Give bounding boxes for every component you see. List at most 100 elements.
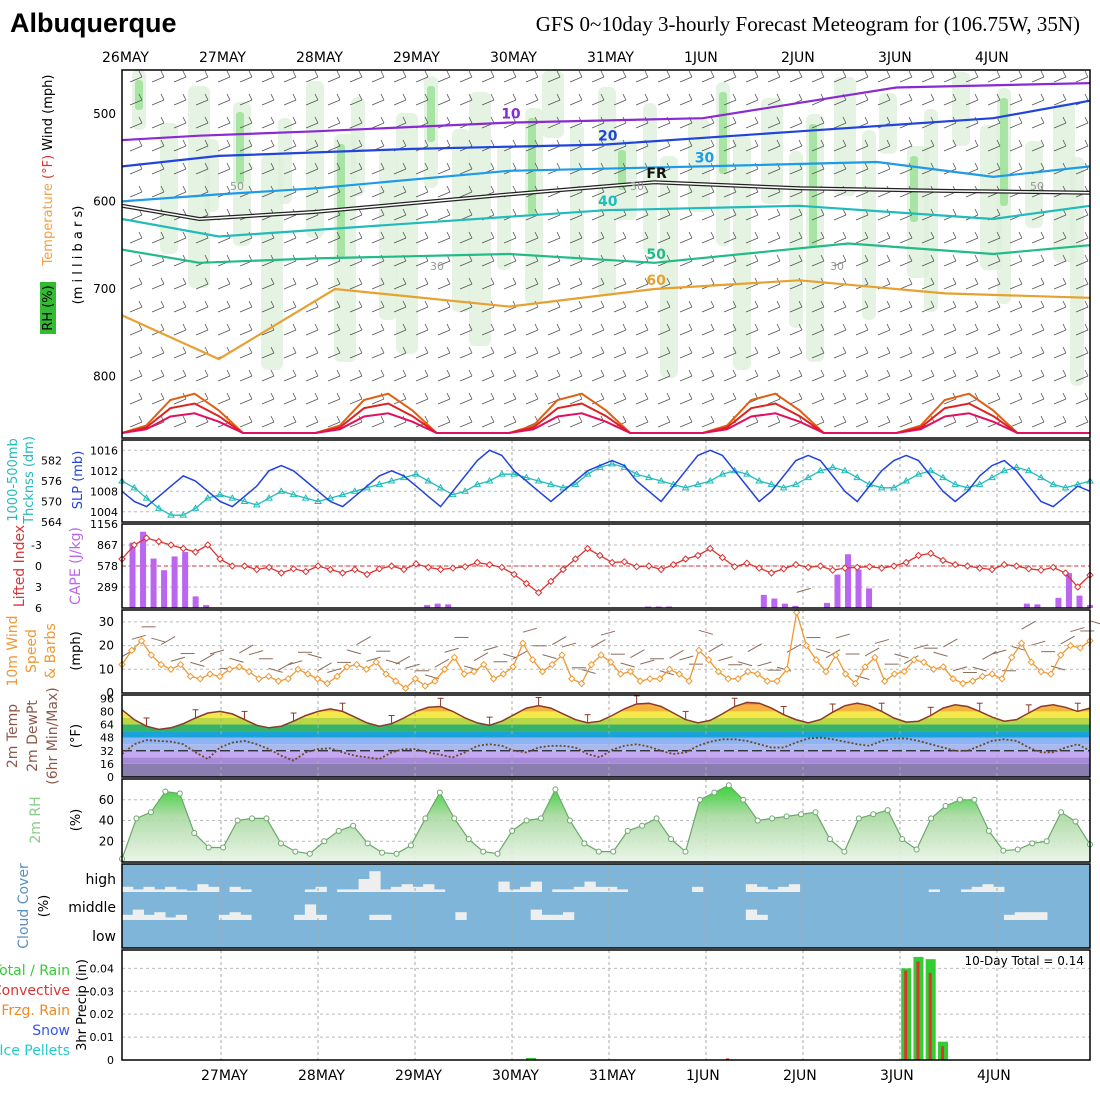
wind-barb-flag bbox=[556, 277, 561, 285]
wind-speed-point bbox=[968, 677, 977, 685]
wind-barb-flag bbox=[820, 70, 825, 78]
wind-barb bbox=[261, 76, 275, 83]
wind-barb-flag bbox=[600, 369, 605, 377]
wind-barb bbox=[701, 260, 715, 267]
wind-barb-flag bbox=[424, 415, 429, 423]
rh-shade bbox=[542, 71, 564, 138]
wind-barb-flag bbox=[248, 277, 253, 285]
thickness-ylabel: 1000-500mb bbox=[6, 438, 21, 522]
wind-barb bbox=[129, 191, 143, 198]
rh-point bbox=[422, 815, 429, 822]
wind-barb-flag bbox=[380, 93, 385, 101]
wind-barb-flag bbox=[754, 231, 759, 239]
wind-barb bbox=[745, 421, 759, 428]
wind-barb-flag bbox=[160, 116, 165, 124]
wind-speed-point bbox=[460, 670, 468, 678]
li-point bbox=[767, 569, 776, 577]
wind-barb bbox=[305, 260, 319, 267]
rh-point bbox=[566, 817, 573, 824]
wind-barb bbox=[877, 76, 891, 83]
wind-barb bbox=[195, 99, 209, 106]
wind-barb bbox=[899, 168, 913, 175]
wind-barb-flag bbox=[1084, 70, 1089, 78]
wind-barb-flag bbox=[1018, 392, 1023, 400]
wind-barb bbox=[679, 260, 693, 267]
cloud-bar-middle bbox=[304, 904, 317, 920]
wind-barb bbox=[635, 191, 649, 198]
wind-barb-flag bbox=[556, 323, 561, 331]
wind-barb-flag bbox=[226, 70, 231, 78]
wind-barb bbox=[899, 283, 913, 290]
wind-barb-flag bbox=[512, 231, 517, 239]
rh-tick: 20 bbox=[99, 834, 114, 848]
wind-ylabel: & Barbs bbox=[43, 623, 59, 679]
thickness-point bbox=[179, 511, 188, 518]
wind-barb-flag bbox=[666, 415, 671, 423]
wind-barb-flag bbox=[930, 254, 935, 262]
wind-barb-flag bbox=[182, 93, 187, 101]
wind-barb-flag bbox=[864, 139, 869, 147]
thickness-point bbox=[804, 473, 813, 481]
li-point bbox=[253, 565, 261, 574]
wind-barb bbox=[547, 352, 561, 359]
wind-barb bbox=[811, 375, 825, 382]
cloud-bar-middle bbox=[122, 914, 134, 920]
wind-barb bbox=[437, 352, 451, 359]
rh-point bbox=[480, 848, 487, 855]
wind-speed-point bbox=[186, 672, 195, 681]
wind-barb bbox=[481, 329, 495, 336]
millibars-label: (m i l l i b a r s) bbox=[71, 206, 86, 305]
cloud-bar-middle bbox=[1036, 912, 1048, 920]
wind-barb bbox=[503, 421, 517, 428]
wind-barb-flag bbox=[270, 392, 275, 400]
wind-barb-flag bbox=[490, 254, 495, 262]
wind-barb bbox=[899, 352, 913, 359]
wind-barb bbox=[877, 260, 891, 267]
precip-tick: 0.02 bbox=[90, 1008, 115, 1021]
wind-barb bbox=[767, 76, 781, 83]
wind-barb-flag bbox=[490, 231, 495, 239]
wind-barb-flag bbox=[402, 93, 407, 101]
wind-barb bbox=[459, 375, 473, 382]
wind-barb bbox=[943, 398, 957, 405]
wind-barb bbox=[503, 375, 517, 382]
wind-barb-flag bbox=[1040, 93, 1045, 101]
ylabel-part: Temperature bbox=[41, 183, 56, 266]
wind-barb bbox=[151, 398, 165, 405]
wind-barb bbox=[239, 306, 253, 313]
wind-speed-point bbox=[440, 665, 449, 673]
wind-barb bbox=[933, 651, 948, 657]
thickness-point bbox=[743, 470, 751, 477]
wind-barb bbox=[943, 306, 957, 313]
wind-barb-flag bbox=[886, 116, 891, 124]
wind-barb-flag bbox=[798, 116, 803, 124]
wind-barb bbox=[613, 76, 627, 83]
precip-total-annotation: 10-Day Total = 0.14 bbox=[964, 954, 1084, 968]
wind-barb bbox=[635, 398, 649, 405]
wind-barb-flag bbox=[1040, 392, 1045, 400]
li-point bbox=[1025, 565, 1033, 573]
wind-barb bbox=[833, 398, 847, 405]
wind-barb-flag bbox=[424, 70, 429, 78]
cloud-ylabel: Cloud Cover bbox=[16, 863, 32, 949]
wind-barb-flag bbox=[754, 139, 759, 147]
wind-barb bbox=[701, 76, 715, 83]
wind-barb bbox=[305, 168, 319, 175]
cloud-bar-high bbox=[197, 884, 209, 892]
wind-barb-flag bbox=[842, 392, 847, 400]
wind-barb bbox=[965, 76, 979, 83]
wind-barb-flag bbox=[336, 70, 341, 78]
wind-barb-flag bbox=[996, 231, 1001, 239]
wind-barb bbox=[239, 237, 253, 244]
li-point bbox=[155, 537, 163, 546]
wind-barb-flag bbox=[1018, 346, 1023, 354]
rh-point bbox=[494, 850, 501, 857]
rh-area bbox=[122, 785, 1090, 862]
wind-barb bbox=[943, 283, 957, 290]
wind-barb-flag bbox=[600, 323, 605, 331]
rh-shade bbox=[733, 135, 751, 370]
isotherm-label: 30 bbox=[695, 150, 715, 166]
bottom-date-label: 28MAY bbox=[298, 1068, 345, 1084]
wind-barb bbox=[789, 306, 803, 313]
wind-barb bbox=[217, 375, 231, 382]
